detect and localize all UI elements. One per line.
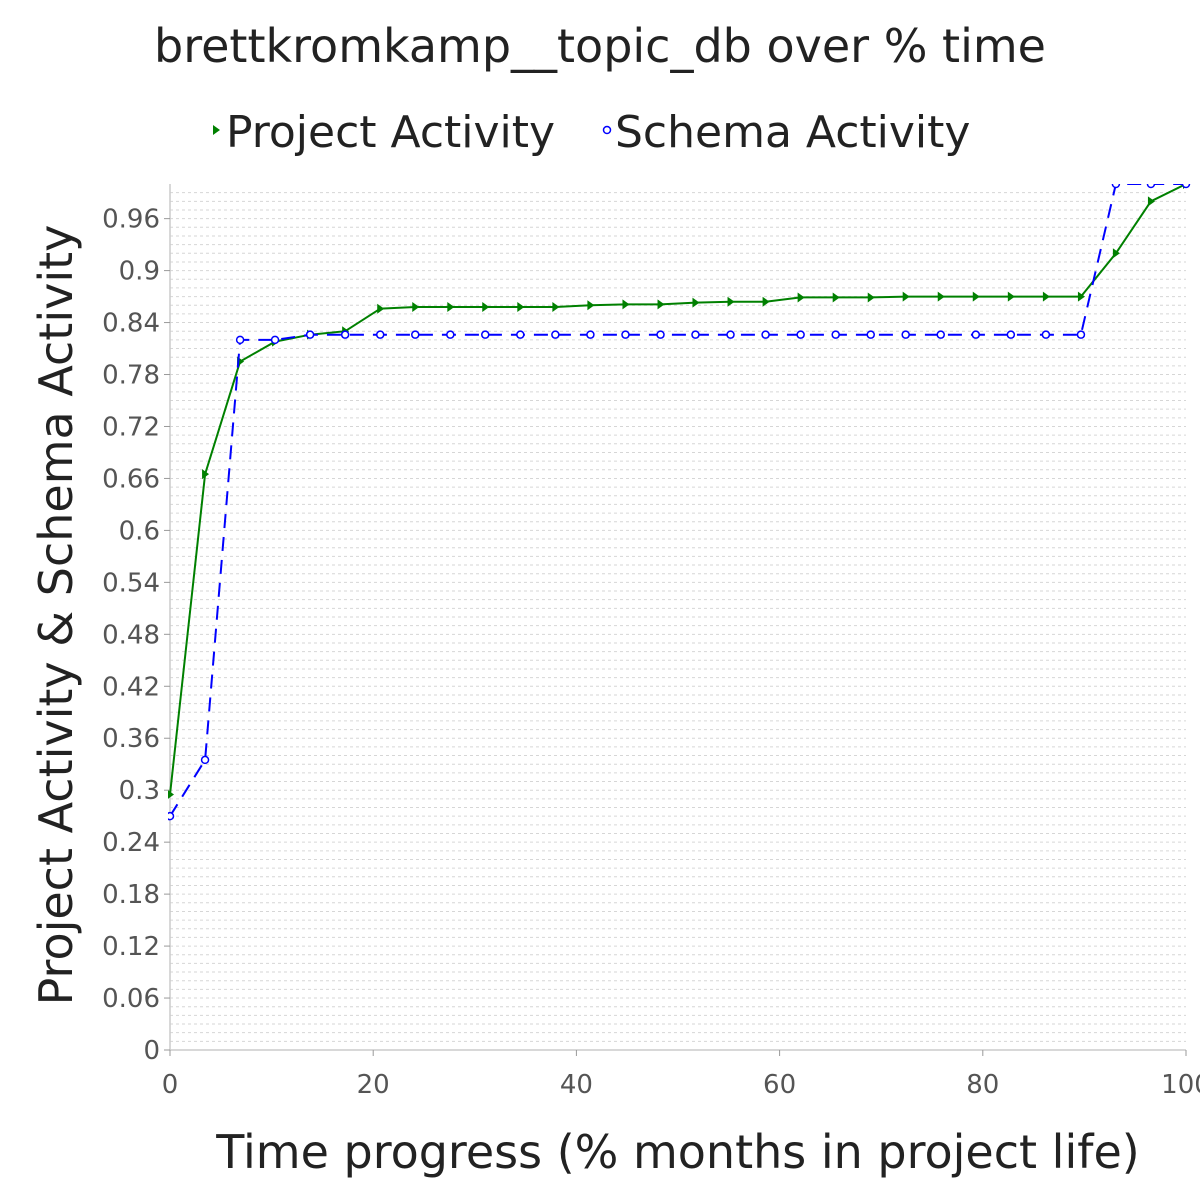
data-point xyxy=(340,330,350,339)
data-point xyxy=(1006,330,1016,339)
x-axis-label: Time progress (% months in project life) xyxy=(215,1125,1139,1179)
data-point xyxy=(1181,184,1191,189)
data-point xyxy=(202,469,210,480)
y-tick-label: 0 xyxy=(143,1036,160,1066)
series-line-schema-activity xyxy=(169,184,1186,817)
legend-marker-schema-activity xyxy=(602,125,612,135)
data-point xyxy=(482,301,490,312)
data-point xyxy=(168,811,175,821)
y-tick-label: 0.48 xyxy=(102,620,160,650)
y-tick-label: 0.36 xyxy=(102,724,160,754)
data-point xyxy=(1076,330,1086,339)
data-point xyxy=(1041,330,1051,339)
y-tick-label: 0.72 xyxy=(102,412,160,442)
data-point xyxy=(866,330,875,339)
data-point xyxy=(762,296,770,307)
series-line-project-activity xyxy=(169,184,1187,795)
data-point xyxy=(1111,184,1121,189)
chart-title: brettkromkamp__topic_db over % time xyxy=(154,19,1046,73)
data-point xyxy=(727,296,735,307)
x-tick-label: 20 xyxy=(357,1070,390,1100)
data-point xyxy=(901,330,910,339)
data-point xyxy=(587,300,595,311)
x-tick-label: 100 xyxy=(1161,1070,1200,1100)
data-point xyxy=(761,330,770,339)
y-tick-label: 0.3 xyxy=(119,776,160,806)
y-axis-label: Project Activity & Schema Activity xyxy=(29,225,83,1006)
data-point xyxy=(1147,196,1155,207)
data-point xyxy=(481,330,490,339)
data-point xyxy=(1042,291,1050,302)
plot-area: 0 0.06 0.12 0.18 0.24 0.3 0.36 0.42 0.48 0.54 0.6 0… xyxy=(102,184,1200,1100)
y-tick-label: 0.6 xyxy=(119,516,160,546)
series-project-activity xyxy=(168,184,1190,799)
grid-lines xyxy=(170,192,1186,1042)
y-tick-label: 0.54 xyxy=(102,568,160,598)
x-tick-label: 40 xyxy=(560,1070,593,1100)
data-point xyxy=(1112,248,1120,259)
data-point xyxy=(446,330,455,339)
data-point xyxy=(1007,291,1015,302)
y-tick-label: 0.18 xyxy=(102,880,160,910)
y-tick-label: 0.66 xyxy=(102,464,160,494)
y-tick-label: 0.06 xyxy=(102,984,160,1014)
data-point xyxy=(412,301,420,312)
legend-label-schema-activity: Schema Activity xyxy=(615,107,970,158)
data-point xyxy=(621,330,630,339)
y-tick-label: 0.24 xyxy=(102,828,160,858)
data-point xyxy=(972,291,980,302)
data-point xyxy=(936,330,945,339)
data-point xyxy=(692,297,700,308)
data-point xyxy=(1146,184,1156,189)
x-tick-label: 80 xyxy=(966,1070,999,1100)
data-point xyxy=(832,292,840,303)
data-point xyxy=(305,330,315,339)
data-point xyxy=(377,303,385,314)
data-point xyxy=(796,330,805,339)
data-point xyxy=(726,330,735,339)
data-point xyxy=(411,330,420,339)
data-point xyxy=(657,299,665,310)
data-point xyxy=(552,301,560,312)
x-tick-label: 60 xyxy=(763,1070,796,1100)
data-point xyxy=(971,330,981,339)
data-point xyxy=(200,755,210,765)
data-point xyxy=(375,330,385,339)
data-point xyxy=(831,330,840,339)
data-point xyxy=(797,292,805,303)
legend-marker-project-activity xyxy=(213,125,220,135)
data-point xyxy=(902,291,910,302)
data-point xyxy=(168,790,174,799)
data-point xyxy=(691,330,700,339)
data-point xyxy=(551,330,560,339)
y-tick-label: 0.84 xyxy=(102,309,160,339)
y-tick-label: 0.42 xyxy=(102,672,160,702)
y-tick-label: 0.78 xyxy=(102,361,160,391)
data-point xyxy=(447,301,455,312)
data-point xyxy=(235,335,245,345)
y-tick-label: 0.96 xyxy=(102,205,160,235)
data-point xyxy=(622,299,630,310)
data-point xyxy=(656,330,665,339)
data-point xyxy=(516,330,525,339)
y-tick-label: 0.9 xyxy=(119,257,160,287)
data-point xyxy=(517,301,525,312)
data-point xyxy=(270,335,280,345)
x-tick-label: 0 xyxy=(162,1070,179,1100)
y-tick-label: 0.12 xyxy=(102,932,160,962)
data-point xyxy=(1077,291,1085,302)
data-point xyxy=(937,291,945,302)
legend-label-project-activity: Project Activity xyxy=(226,107,555,158)
data-point xyxy=(867,292,875,303)
data-point xyxy=(586,330,595,339)
series-schema-activity xyxy=(168,184,1191,821)
legend: Project Activity Schema Activity xyxy=(213,107,970,158)
